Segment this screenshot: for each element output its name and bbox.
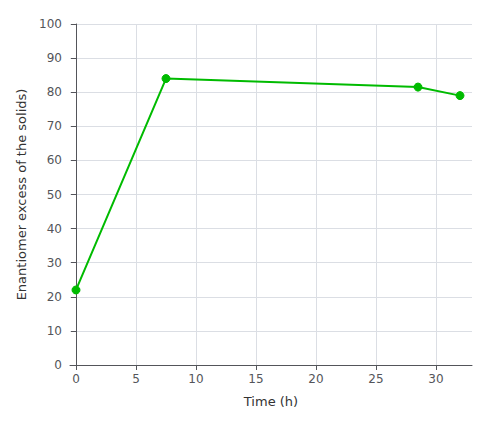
svg-text:25: 25 bbox=[368, 372, 383, 386]
svg-text:Enantiomer excess of the solid: Enantiomer excess of the solids) bbox=[14, 89, 29, 301]
svg-text:90: 90 bbox=[47, 51, 62, 65]
svg-text:10: 10 bbox=[47, 324, 62, 338]
svg-text:5: 5 bbox=[132, 372, 140, 386]
svg-text:70: 70 bbox=[47, 119, 62, 133]
svg-text:Time (h): Time (h) bbox=[243, 394, 298, 409]
svg-text:0: 0 bbox=[72, 372, 80, 386]
svg-text:30: 30 bbox=[47, 256, 62, 270]
svg-text:40: 40 bbox=[47, 222, 62, 236]
svg-text:50: 50 bbox=[47, 188, 62, 202]
svg-text:15: 15 bbox=[248, 372, 263, 386]
svg-text:80: 80 bbox=[47, 85, 62, 99]
svg-text:20: 20 bbox=[308, 372, 323, 386]
svg-text:60: 60 bbox=[47, 153, 62, 167]
svg-text:0: 0 bbox=[54, 358, 62, 372]
svg-text:30: 30 bbox=[428, 372, 443, 386]
svg-text:100: 100 bbox=[39, 17, 62, 31]
svg-text:10: 10 bbox=[188, 372, 203, 386]
svg-text:20: 20 bbox=[47, 290, 62, 304]
